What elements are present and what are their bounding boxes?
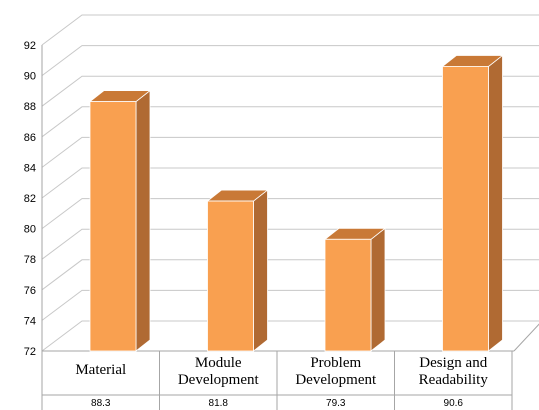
bar-side: [370, 227, 386, 352]
gridline: [41, 320, 539, 352]
y-tick-label: 84: [24, 162, 36, 174]
floor-right-edge: [513, 323, 539, 352]
y-tick-label: 92: [24, 40, 36, 52]
y-tick-label: 76: [24, 285, 36, 297]
category-label: Design and Readability: [419, 355, 489, 388]
gridline: [41, 14, 539, 46]
y-tick-label: 82: [24, 193, 36, 205]
y-tick-label: 78: [24, 254, 36, 266]
category-label: Module Development: [178, 355, 260, 388]
tick-labels: 72 74 76 78 80 82 84 86 88 90 92: [24, 40, 36, 358]
y-tick-label: 86: [24, 132, 36, 144]
data-table: Material Module Development Problem Developm…: [41, 351, 513, 410]
gridline: [41, 289, 539, 321]
data-label: 81.8: [209, 398, 229, 409]
y-tick-label: 90: [24, 71, 36, 83]
bar-front: [442, 66, 489, 352]
y-tick-label: 80: [24, 224, 36, 236]
bar: [206, 189, 269, 352]
bar-front: [324, 238, 372, 352]
gridline: [41, 228, 539, 260]
gridlines: [41, 14, 539, 352]
bar-side: [253, 189, 268, 352]
category-label: Problem Development: [295, 355, 377, 388]
data-label: 88.3: [91, 398, 111, 409]
bar-side: [135, 89, 151, 352]
data-label: 90.6: [444, 398, 464, 409]
gridline: [41, 259, 539, 291]
category-label: Material: [75, 362, 126, 378]
bar: [88, 89, 152, 352]
bars: [88, 54, 504, 352]
gridline: [41, 45, 539, 76]
bar-front: [89, 101, 137, 352]
gridline: [41, 167, 539, 199]
data-label: 79.3: [326, 398, 346, 409]
gridline: [41, 136, 539, 168]
gridline: [41, 198, 539, 229]
y-tick-label: 88: [24, 101, 36, 113]
y-tick-label: 72: [24, 346, 36, 358]
bar: [323, 227, 387, 352]
bar-front: [207, 200, 254, 352]
bar-side: [488, 54, 503, 352]
bar: [441, 54, 504, 352]
gridline: [41, 75, 539, 107]
y-tick-label: 74: [24, 315, 36, 327]
gridline: [41, 106, 539, 138]
